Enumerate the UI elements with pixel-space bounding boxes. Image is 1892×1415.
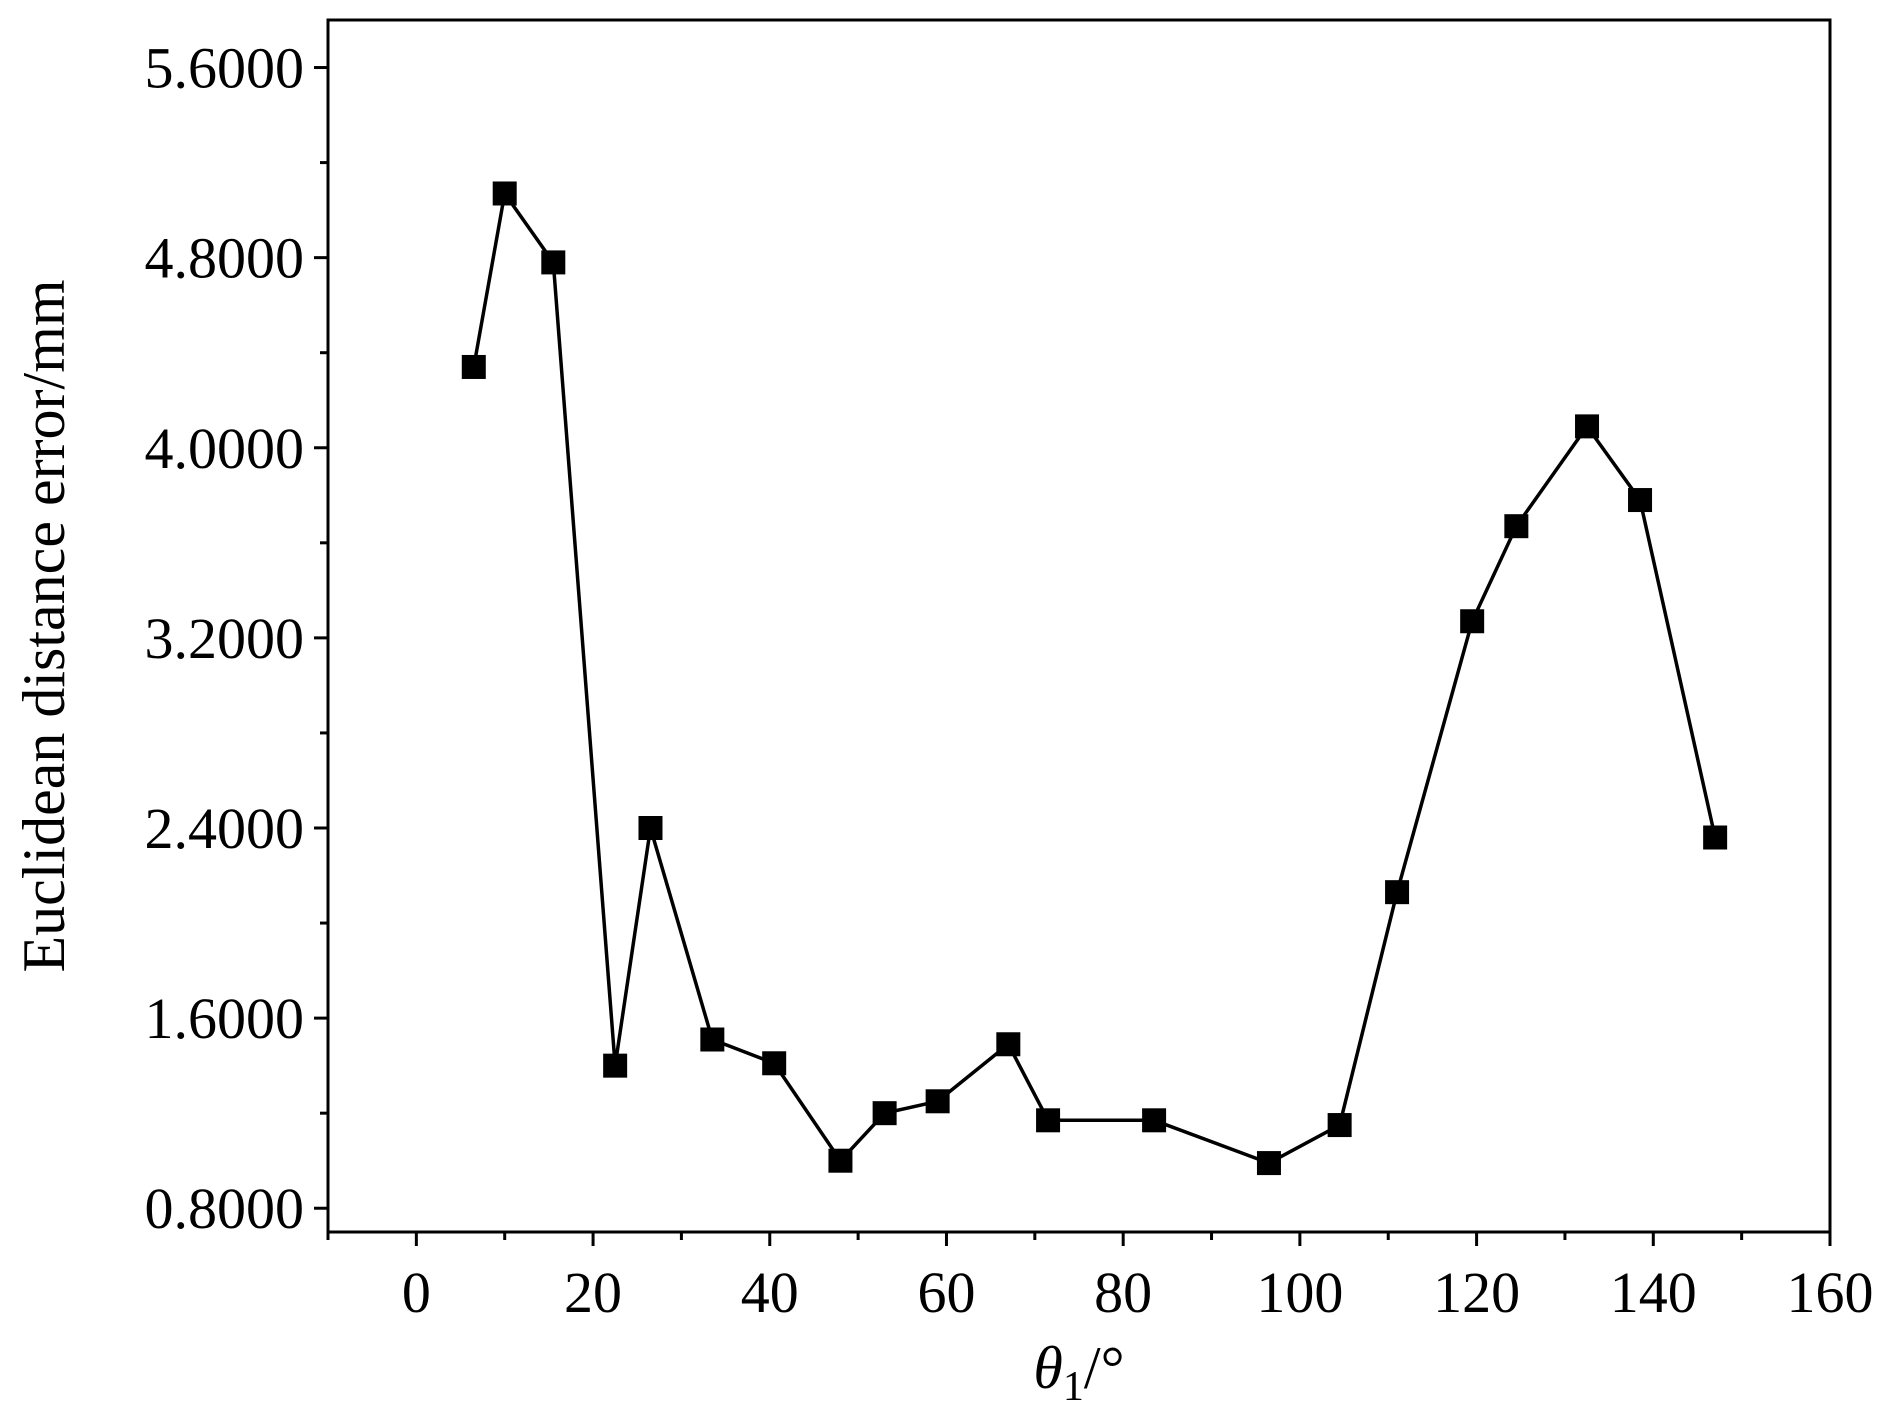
plot-area <box>326 18 1832 1234</box>
x-tick-label: 40 <box>741 1260 799 1325</box>
data-point <box>461 354 486 379</box>
x-axis-subscript: 1 <box>1063 1364 1084 1410</box>
x-tick-label: 160 <box>1787 1260 1874 1325</box>
data-point <box>872 1101 897 1126</box>
y-tick-label: 5.6000 <box>145 36 305 101</box>
x-tick-label: 60 <box>917 1260 975 1325</box>
x-tick-label: 120 <box>1433 1260 1520 1325</box>
data-point <box>1142 1108 1167 1133</box>
y-axis-title: Euclidean distance error/mm <box>11 279 77 972</box>
data-point <box>700 1027 725 1052</box>
data-point <box>603 1053 628 1078</box>
y-tick-label: 4.8000 <box>145 226 305 291</box>
data-point <box>1575 414 1600 439</box>
data-point <box>541 250 566 275</box>
y-tick-labels: 0.8000 1.6000 2.4000 3.2000 4.0000 4.8000 5.60… <box>145 36 305 1242</box>
plot-frame <box>326 18 1832 1234</box>
data-point <box>925 1089 950 1114</box>
data-point <box>1385 880 1410 905</box>
data-point <box>1628 488 1653 513</box>
data-point <box>762 1051 787 1076</box>
data-point <box>492 181 517 206</box>
x-tick-label: 20 <box>564 1260 622 1325</box>
axis-ticks <box>314 66 1832 1246</box>
data-point <box>1256 1151 1281 1176</box>
series-layer <box>461 181 1728 1176</box>
series-line <box>472 191 1717 1165</box>
x-tick-labels: 0 20 40 60 80 100 120 140 160 <box>402 1260 1874 1325</box>
data-point <box>1703 825 1728 850</box>
data-point <box>638 816 663 840</box>
x-axis-symbol: θ <box>1033 1335 1062 1401</box>
x-axis-title: θ1/° <box>1033 1335 1124 1410</box>
data-point <box>1504 514 1529 539</box>
x-tick-label: 80 <box>1094 1260 1152 1325</box>
x-tick-label: 100 <box>1256 1260 1343 1325</box>
x-tick-label: 140 <box>1610 1260 1697 1325</box>
data-point <box>1036 1108 1061 1133</box>
y-tick-label: 3.2000 <box>145 606 305 671</box>
data-point <box>828 1148 853 1173</box>
y-tick-label: 2.4000 <box>145 796 305 861</box>
data-point <box>1460 609 1485 634</box>
data-point <box>1327 1113 1352 1138</box>
data-point <box>996 1032 1021 1057</box>
y-tick-label: 1.6000 <box>145 986 305 1051</box>
y-tick-label: 0.8000 <box>145 1176 305 1241</box>
x-tick-label: 0 <box>402 1260 431 1325</box>
x-axis-unit: /° <box>1084 1335 1125 1401</box>
y-tick-label: 4.0000 <box>145 416 305 481</box>
